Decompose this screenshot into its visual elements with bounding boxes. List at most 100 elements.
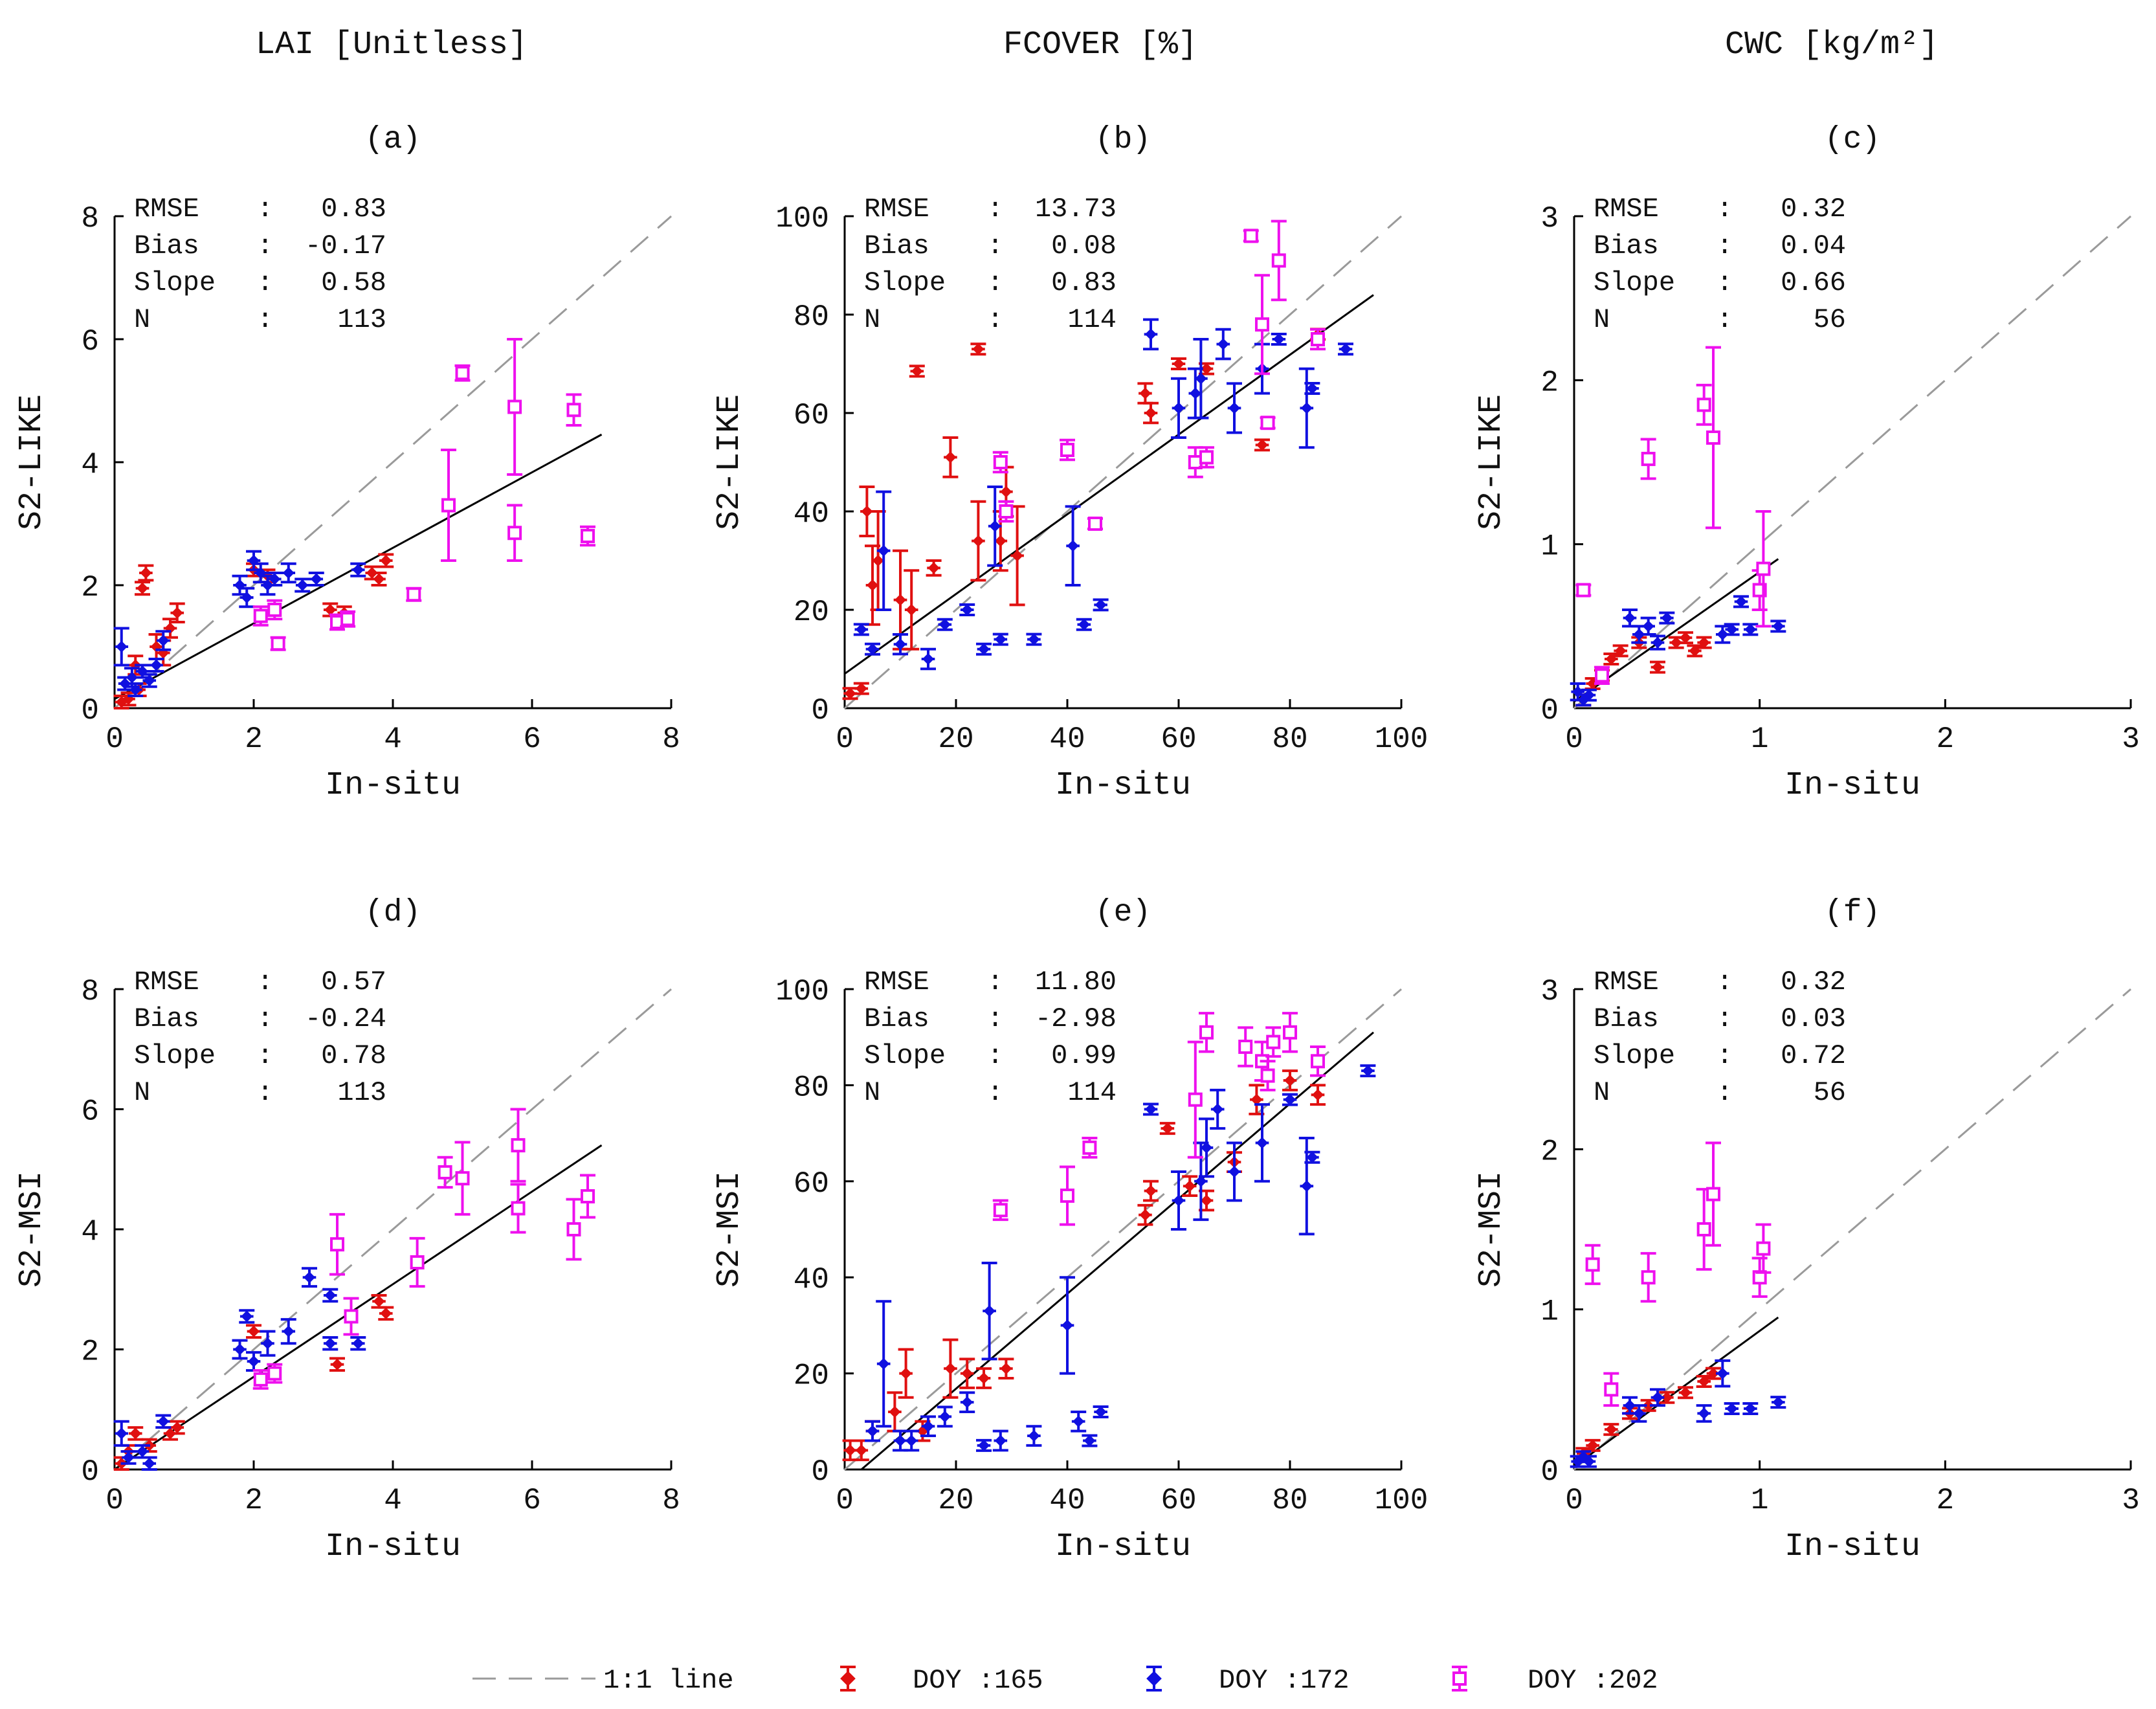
data-point [959,603,975,616]
data-point [865,642,880,656]
data-point [1650,1388,1665,1407]
panel-b: (b) 0 20 40 60 80 100 0 20 40 60 80 100 In-situ S2-LIK… [711,122,1428,804]
series-doy202 [992,219,1326,531]
data-point [252,605,269,627]
data-point [1137,382,1153,405]
stats-bias-key: Bias [864,1003,929,1034]
data-point [371,572,387,586]
data-point [1360,1064,1376,1078]
data-point [302,1267,317,1288]
one-to-one-line [114,215,672,709]
y-tick-label: 0 [81,1455,99,1489]
stats-bias-value: 0.03 [1781,1003,1846,1034]
y-tick-label: 2 [1540,1135,1559,1168]
y-tick-label: 4 [81,448,99,482]
data-point [853,1439,869,1462]
stats-rmse-value: 0.83 [321,194,386,225]
data-point [1060,1165,1075,1226]
data-point [942,1338,959,1399]
data-point [507,504,523,562]
data-point [920,647,936,671]
x-tick-label: 6 [523,1484,541,1517]
regression-line [844,294,1374,675]
stats-n-colon: : [987,1077,1003,1108]
data-point [1199,1117,1214,1178]
legend-doy172-swatch [1146,1666,1162,1692]
data-point [992,1199,1008,1222]
stats-bias-key: Bias [864,230,929,262]
data-point [1603,1423,1619,1436]
data-point [853,682,869,695]
data-point [510,1183,526,1234]
data-point [937,618,953,631]
x-tick-label: 60 [1161,1484,1196,1517]
data-point [959,1391,975,1413]
data-point [1724,1402,1740,1416]
stats-rmse-key: RMSE [864,194,929,225]
stats-slope-key: Slope [134,267,216,298]
panel-label: (c) [1825,122,1880,157]
stats-bias-value: -0.17 [305,230,386,262]
x-tick-label: 3 [2122,722,2140,756]
data-point [853,623,869,636]
x-tick-label: 20 [938,1484,973,1517]
data-point [329,1212,345,1276]
stats-bias-key: Bias [1594,1003,1659,1034]
data-point [1640,438,1656,480]
data-point [1659,611,1675,625]
data-point [1227,1141,1242,1202]
data-point [507,338,523,476]
panel-e: (e) 0 20 40 60 80 100 0 20 40 60 80 100 In-situ S2-MSI… [711,895,1428,1565]
data-point [1584,1244,1601,1286]
data-point [937,1405,953,1428]
data-point [992,451,1008,474]
y-tick-label: 2 [81,571,99,605]
data-point [842,687,858,700]
stats-slope-colon: : [257,267,273,298]
data-point [1071,1410,1087,1433]
data-point [1742,1402,1759,1416]
series-doy202 [252,338,595,651]
legend-doy172-label: DOY :172 [1219,1665,1350,1696]
stats-rmse-key: RMSE [134,966,199,998]
data-point [1026,1425,1042,1447]
x-tick-label: 2 [245,1484,263,1517]
data-point [270,636,286,651]
stats-rmse-value: 0.57 [321,966,386,998]
data-point [1770,1396,1786,1409]
data-point [876,490,892,611]
stats-n-colon: : [1717,1077,1733,1108]
data-point [1706,1367,1721,1380]
data-point [510,1108,526,1183]
series-doy172 [865,1064,1376,1452]
data-point [998,1357,1014,1380]
data-point [1060,1276,1075,1375]
stats-rmse-colon: : [987,194,1003,225]
data-point [1706,1141,1721,1247]
data-point [350,1335,366,1351]
legend: 1:1 line DOY :165 DOY :172 DOY :202 [472,1665,1658,1696]
data-point [239,1309,255,1324]
x-tick-label: 2 [1937,722,1955,756]
stats-rmse-colon: : [257,194,273,225]
data-point [1249,1084,1265,1115]
data-point [406,586,422,602]
data-point [1137,1203,1153,1226]
data-point [926,559,942,577]
x-tick-label: 0 [836,1484,854,1517]
data-point [1282,1012,1298,1053]
data-point [1254,1103,1270,1183]
y-tick-label: 1 [1540,530,1559,564]
one-to-one-line [844,215,1402,709]
data-point [1310,1084,1326,1106]
series-doy165 [842,1069,1326,1462]
data-point [1187,1040,1203,1159]
data-point [959,1357,975,1389]
column-title-lai: LAI [Unitless] [256,27,528,63]
data-point [1082,1434,1098,1447]
data-point [1678,631,1693,645]
stats-rmse-value: 11.80 [1035,966,1117,998]
data-point [1282,1093,1298,1106]
stats-bias-colon: : [257,230,273,262]
x-tick-label: 2 [245,722,263,756]
